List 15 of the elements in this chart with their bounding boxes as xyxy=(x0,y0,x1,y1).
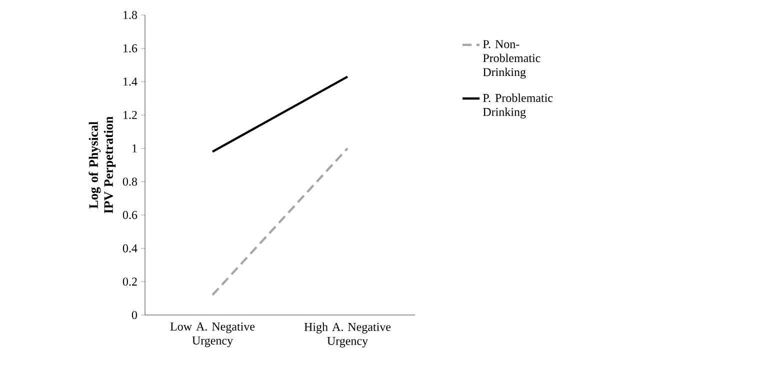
y-tick-label: 1.2 xyxy=(124,110,137,120)
y-tick-label: 1.4 xyxy=(124,78,138,86)
y-tick-label: 0 xyxy=(132,310,138,320)
y-tick-label: 0.2 xyxy=(122,278,137,286)
x-tick-label: Low A. Negative Urgency xyxy=(170,322,255,348)
y-tick-label: 0.6 xyxy=(122,210,138,220)
x-tick-label: High A. Negative Urgency xyxy=(304,322,391,348)
legend-label: P. Problematic Drinking xyxy=(483,94,553,118)
y-tick-label: 1.8 xyxy=(124,10,138,20)
y-tick-label: 0.4 xyxy=(122,244,138,252)
legend-label: P. Non-Problematic Drinking xyxy=(483,40,540,79)
y-tick-label: 0.8 xyxy=(122,178,138,186)
y-axis-title: Log of Physical IPV Perpetration xyxy=(88,116,116,214)
y-tick-label: 1.6 xyxy=(124,44,138,52)
y-tick-label: 1 xyxy=(132,144,137,152)
